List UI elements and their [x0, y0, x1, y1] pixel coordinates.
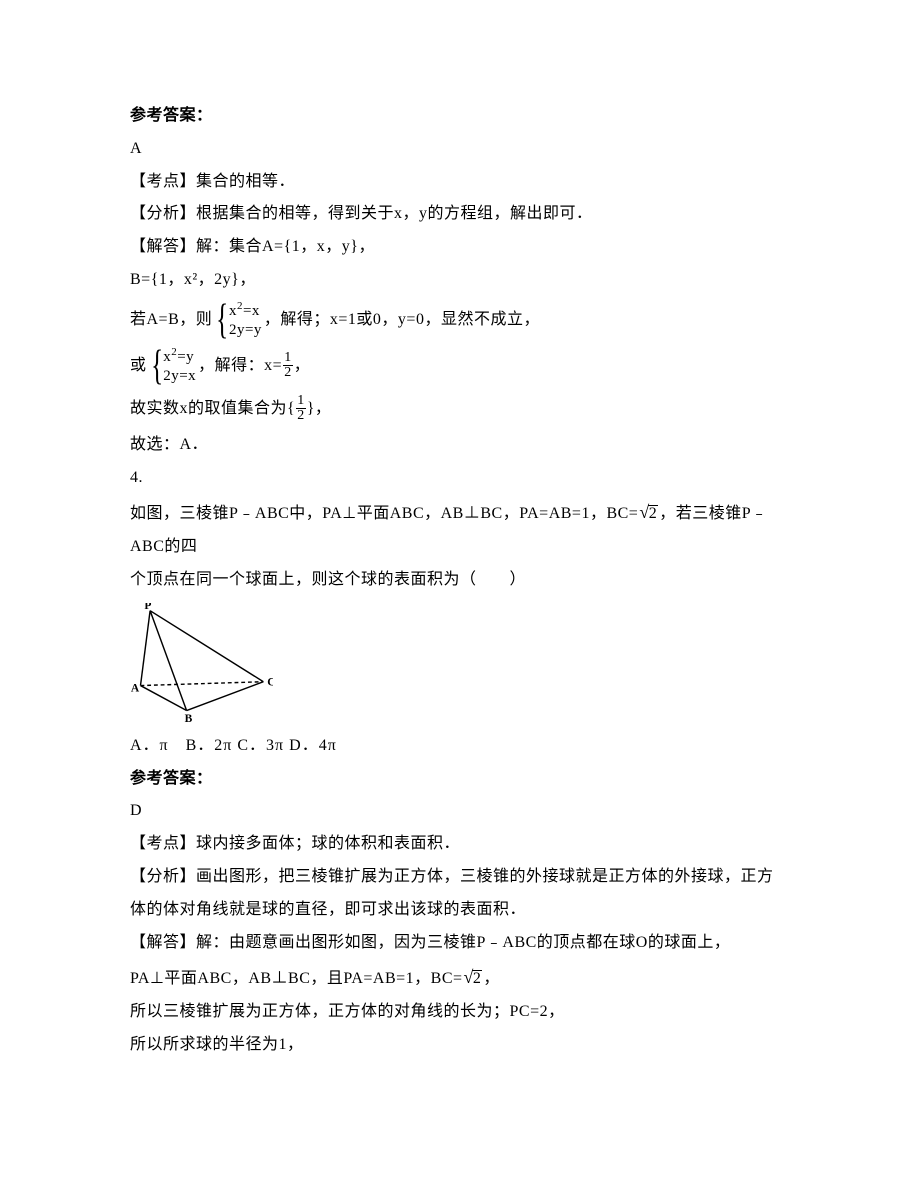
eq1-pre: 若A=B，则 — [130, 312, 212, 328]
set-pre: 故实数x的取值集合为{ — [130, 401, 295, 417]
eq2-post: ， — [294, 358, 311, 374]
svg-text:B: B — [185, 713, 193, 723]
eq1-top: x2=x — [229, 300, 262, 321]
set-b-line: B={1，x²，2y}， — [130, 264, 790, 297]
sqrt-icon: √2 — [464, 959, 483, 996]
eq1-system: { x2=x 2y=y — [214, 299, 262, 341]
eq2-top: x2=y — [163, 346, 196, 367]
kaodian-1: 【考点】集合的相等． — [130, 166, 790, 199]
eq1-row: 若A=B，则 { x2=x 2y=y ，解得；x=1或0，y=0，显然不成立， — [130, 297, 790, 343]
reference-answer-heading-2: 参考答案： — [130, 763, 790, 796]
fenxi-2a: 【分析】画出图形，把三棱锥扩展为正方体，三棱锥的外接球就是正方体的外接球，正方 — [130, 861, 790, 894]
jieda-2d: 所以所求球的半径为1， — [130, 1029, 790, 1062]
jieda-2c: 所以三棱锥扩展为正方体，正方体的对角线的长为；PC=2， — [130, 996, 790, 1029]
pick-line-1: 故选：A． — [130, 429, 790, 462]
eq2-frac: 1 2 — [283, 351, 293, 381]
eq2-system: { x2=y 2y=x — [149, 345, 197, 387]
q4-options: A．π B．2π C．3π D．4π — [130, 730, 790, 763]
reference-answer-heading-1: 参考答案： — [130, 100, 790, 133]
svg-text:A: A — [131, 682, 140, 694]
eq1-bot: 2y=y — [229, 321, 262, 340]
eq2-bot: 2y=x — [163, 367, 196, 386]
svg-text:C: C — [267, 676, 273, 688]
set-frac: 1 2 — [296, 394, 306, 424]
jieda-2a: 【解答】解：由题意画出图形如图，因为三棱锥P﹣ABC的顶点都在球O的球面上， — [130, 927, 790, 960]
set-value-row: 故实数x的取值集合为{ 1 2 }， — [130, 389, 790, 429]
q4-number: 4. — [130, 462, 790, 495]
eq2-frac-num: 1 — [283, 351, 293, 366]
eq2-row: 或 { x2=y 2y=x ，解得：x= 1 2 ， — [130, 343, 790, 389]
eq2-pre: 或 — [130, 358, 147, 374]
fenxi-2b: 体的体对角线就是球的直径，即可求出该球的表面积． — [130, 894, 790, 927]
tetrahedron-diagram: P A B C — [128, 603, 273, 723]
eq2-mid: ，解得：x= — [198, 358, 282, 374]
brace-icon: { — [151, 345, 163, 387]
eq2-frac-den: 2 — [283, 365, 293, 381]
answer-letter-2: D — [130, 795, 790, 828]
set-post: }， — [307, 401, 332, 417]
fenxi-1: 【分析】根据集合的相等，得到关于x，y的方程组，解出即可． — [130, 198, 790, 231]
brace-icon: { — [216, 299, 228, 341]
jieda-head-1: 【解答】解：集合A={1，x，y}， — [130, 231, 790, 264]
q4-stem-line2: 个顶点在同一个球面上，则这个球的表面积为（ ） — [130, 564, 790, 597]
jieda-2b-post: ， — [483, 970, 500, 987]
svg-text:P: P — [144, 603, 151, 612]
eq1-post: ，解得；x=1或0，y=0，显然不成立， — [264, 312, 540, 328]
q4-stem-pre: 如图，三棱锥P﹣ABC中，PA⊥平面ABC，AB⊥BC，PA=AB=1，BC= — [130, 505, 638, 522]
set-frac-num: 1 — [296, 394, 306, 409]
kaodian-2: 【考点】球内接多面体；球的体积和表面积． — [130, 828, 790, 861]
q4-stem-line1: 如图，三棱锥P﹣ABC中，PA⊥平面ABC，AB⊥BC，PA=AB=1，BC=√… — [130, 494, 790, 564]
answer-letter-1: A — [130, 133, 790, 166]
sqrt-icon: √2 — [639, 494, 658, 531]
jieda-2b: PA⊥平面ABC，AB⊥BC，且PA=AB=1，BC=√2， — [130, 959, 790, 996]
jieda-2b-pre: PA⊥平面ABC，AB⊥BC，且PA=AB=1，BC= — [130, 970, 463, 987]
set-frac-den: 2 — [296, 408, 306, 424]
